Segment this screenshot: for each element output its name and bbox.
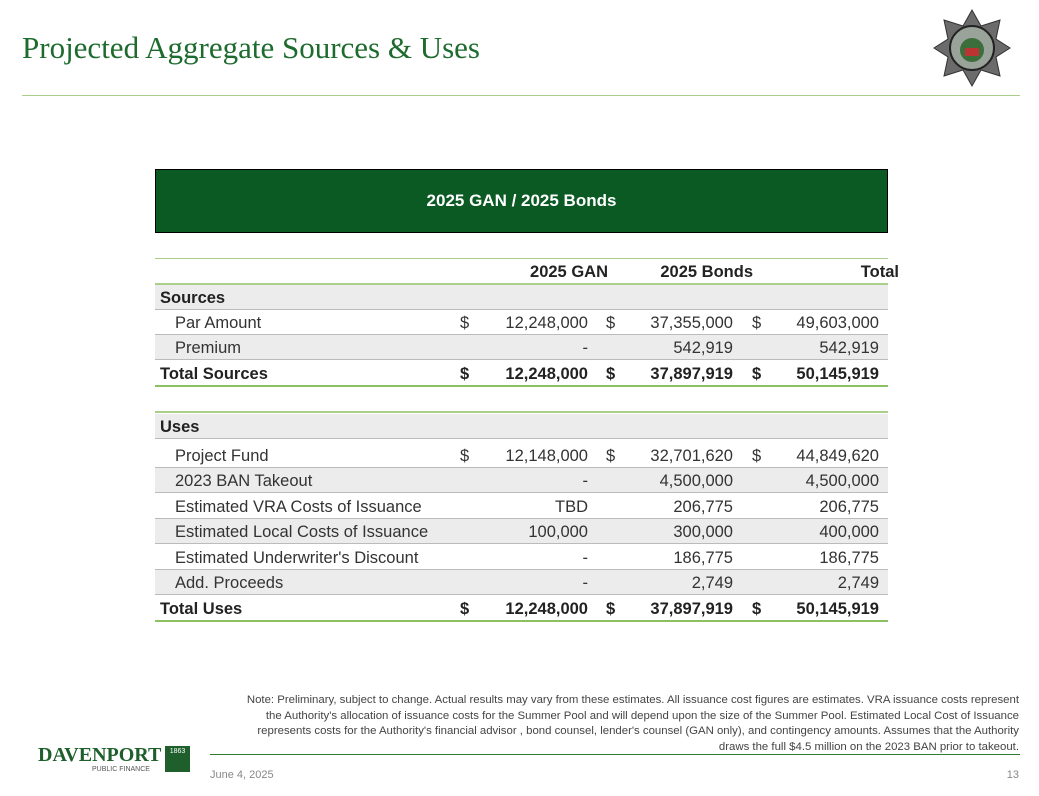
cell: 32,701,620	[650, 447, 733, 465]
cell: 400,000	[819, 523, 879, 541]
table-rule	[155, 467, 888, 468]
currency: $	[752, 365, 762, 383]
cell: 4,500,000	[659, 472, 733, 490]
data-row: Estimated Underwriter's Discount - 186,775…	[155, 545, 888, 570]
row-label: Par Amount	[175, 314, 262, 332]
section-heading: Uses	[155, 414, 888, 439]
section-label: Sources	[160, 289, 226, 307]
header-row: 2025 GAN 2025 Bonds Total	[155, 259, 899, 284]
table-rule	[155, 334, 888, 335]
table-rule	[155, 594, 888, 595]
currency: $	[460, 447, 470, 465]
total-row: Total Sources $12,248,000 $37,897,919 $50,1…	[155, 361, 888, 386]
footnote: Note: Preliminary, subject to change. Ac…	[246, 694, 1019, 753]
section-label: Uses	[160, 418, 200, 436]
table-banner: 2025 GAN / 2025 Bonds	[155, 169, 888, 233]
data-row: Par Amount $12,248,000 $37,355,000 $49,603,…	[155, 310, 888, 335]
column-header: 2025 Bonds	[660, 263, 753, 281]
row-label: Estimated Local Costs of Issuance	[175, 523, 429, 541]
footer-date: June 4, 2025	[210, 769, 274, 781]
currency: $	[752, 447, 762, 465]
title-rule	[22, 95, 1020, 96]
table-rule	[155, 359, 888, 360]
cell: 49,603,000	[796, 314, 879, 332]
cell: 2,749	[691, 574, 733, 592]
table-rule	[155, 438, 888, 439]
cell: 12,248,000	[505, 314, 588, 332]
section-heading: Sources	[155, 285, 888, 310]
cell: -	[582, 472, 589, 490]
cell: 542,919	[819, 339, 879, 357]
row-label: Total Uses	[160, 600, 243, 618]
data-row: Premium - 542,919 542,919	[155, 335, 888, 360]
table-rule	[155, 543, 888, 544]
seal	[933, 8, 1011, 88]
row-label: Estimated VRA Costs of Issuance	[175, 498, 422, 516]
table-rule	[155, 518, 888, 519]
footer-rule	[210, 754, 1020, 755]
row-label: Add. Proceeds	[175, 574, 284, 592]
currency: $	[606, 365, 616, 383]
cell: 4,500,000	[805, 472, 879, 490]
table-rule	[155, 620, 888, 622]
cell: 186,775	[819, 549, 879, 567]
cell: 206,775	[819, 498, 879, 516]
currency: $	[606, 600, 616, 618]
cell: 2,749	[837, 574, 879, 592]
data-row: Estimated VRA Costs of Issuance TBD 206,77…	[155, 494, 888, 519]
currency: $	[752, 314, 762, 332]
total-row: Total Uses $12,248,000 $37,897,919 $50,145,…	[155, 596, 888, 621]
currency: $	[752, 600, 762, 618]
row-label: Project Fund	[175, 447, 269, 465]
row-label: Total Sources	[160, 365, 268, 383]
cell: 37,897,919	[650, 600, 733, 618]
data-row: 2023 BAN Takeout - 4,500,000 4,500,000	[155, 468, 888, 493]
cell: 300,000	[673, 523, 733, 541]
row-label: Estimated Underwriter's Discount	[175, 549, 419, 567]
page-number: 13	[1006, 769, 1019, 781]
cell: 186,775	[673, 549, 733, 567]
table-rule	[155, 309, 888, 310]
column-header: Total	[860, 263, 899, 281]
data-row: Project Fund $12,148,000 $32,701,620 $44,84…	[155, 443, 888, 468]
slide-title: Projected Aggregate Sources & Uses	[22, 30, 480, 65]
column-header: 2025 GAN	[530, 263, 608, 281]
cell: TBD	[555, 498, 588, 516]
cell: -	[582, 549, 589, 567]
table-rule	[155, 569, 888, 570]
data-row: Add. Proceeds - 2,749 2,749	[155, 570, 888, 595]
cell: 50,145,919	[796, 600, 879, 618]
cell: 100,000	[528, 523, 588, 541]
currency: $	[460, 365, 470, 383]
cell: 37,355,000	[650, 314, 733, 332]
cell: -	[582, 574, 589, 592]
cell: -	[582, 339, 589, 357]
currency: $	[460, 314, 470, 332]
table-rule	[155, 385, 888, 387]
row-label: 2023 BAN Takeout	[175, 472, 313, 490]
cell: 542,919	[673, 339, 733, 357]
currency: $	[606, 447, 616, 465]
table-rule	[155, 492, 888, 493]
table-rule	[155, 283, 888, 285]
cell: 50,145,919	[796, 365, 879, 383]
row-label: Premium	[175, 339, 242, 357]
table-rule	[155, 258, 888, 259]
logo-year: 1863	[165, 746, 190, 772]
logo: DAVENPORT	[38, 744, 162, 766]
cell: 12,248,000	[505, 365, 588, 383]
cell: 12,248,000	[505, 600, 588, 618]
cell: 37,897,919	[650, 365, 733, 383]
cell: 44,849,620	[796, 447, 879, 465]
cell: 206,775	[673, 498, 733, 516]
cell: 12,148,000	[505, 447, 588, 465]
data-row: Estimated Local Costs of Issuance 100,000…	[155, 519, 888, 544]
currency: $	[606, 314, 616, 332]
logo-sub: PUBLIC FINANCE	[92, 766, 150, 773]
currency: $	[460, 600, 470, 618]
table-rule	[155, 411, 888, 413]
